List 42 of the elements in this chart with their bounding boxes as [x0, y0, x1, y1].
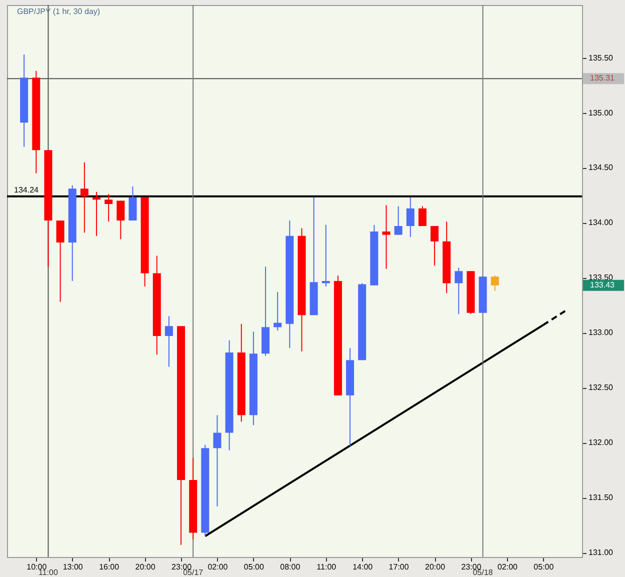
- x-tick-label: 08:00: [280, 562, 301, 572]
- candlestick: [322, 224, 330, 287]
- y-tick-label: 135.50: [588, 53, 614, 62]
- x-tick-label: 02:00: [208, 562, 228, 572]
- candlestick: [80, 162, 88, 234]
- candlestick: [382, 204, 390, 270]
- candlestick: [274, 291, 282, 331]
- y-tick-label: 135.00: [588, 108, 614, 118]
- y-tick-label: 131.50: [588, 493, 614, 502]
- candlestick: [490, 275, 499, 292]
- x-tick-label: 11:00: [316, 562, 337, 572]
- candlestick: [418, 206, 426, 227]
- text: 133.43: [590, 280, 616, 290]
- candlestick: [394, 206, 402, 236]
- y-tick-label: 133.50: [588, 273, 614, 282]
- candlestick: [92, 191, 101, 236]
- candlestick: [213, 414, 222, 507]
- y-tick-label: 132.50: [588, 383, 614, 392]
- x-tick-label: 05:00: [534, 562, 554, 572]
- y-tick-label: 134.50: [588, 163, 614, 172]
- x-tick-label: 05:00: [244, 562, 265, 572]
- y-tick-label: 132.00: [588, 438, 614, 448]
- candlestick: [454, 267, 463, 314]
- x-tick-label: 02:00: [497, 562, 518, 572]
- y-tick-label: 133.00: [588, 328, 614, 338]
- x-tick-label: 16:00: [99, 562, 120, 572]
- candlestick: [128, 186, 137, 222]
- ref-line-label: 134.24: [14, 185, 40, 194]
- x-tick-label: 13:00: [62, 562, 84, 572]
- candlestick: [104, 194, 113, 222]
- candlestick: [430, 226, 439, 266]
- y-tick-label: 134.00: [588, 218, 614, 228]
- x-tick-label: 14:00: [352, 562, 374, 572]
- y-tick-label: 131.00: [588, 548, 614, 558]
- candlestick: [116, 200, 125, 240]
- ref-line-label: 135.31: [590, 74, 616, 83]
- candlestick: [164, 316, 173, 368]
- candlestick: [406, 196, 414, 238]
- x-tick-label: 17:00: [388, 562, 410, 572]
- x-tick-label: 20:00: [135, 562, 156, 572]
- candlestick: [56, 220, 64, 302]
- x-tick-label: 20:00: [425, 562, 446, 572]
